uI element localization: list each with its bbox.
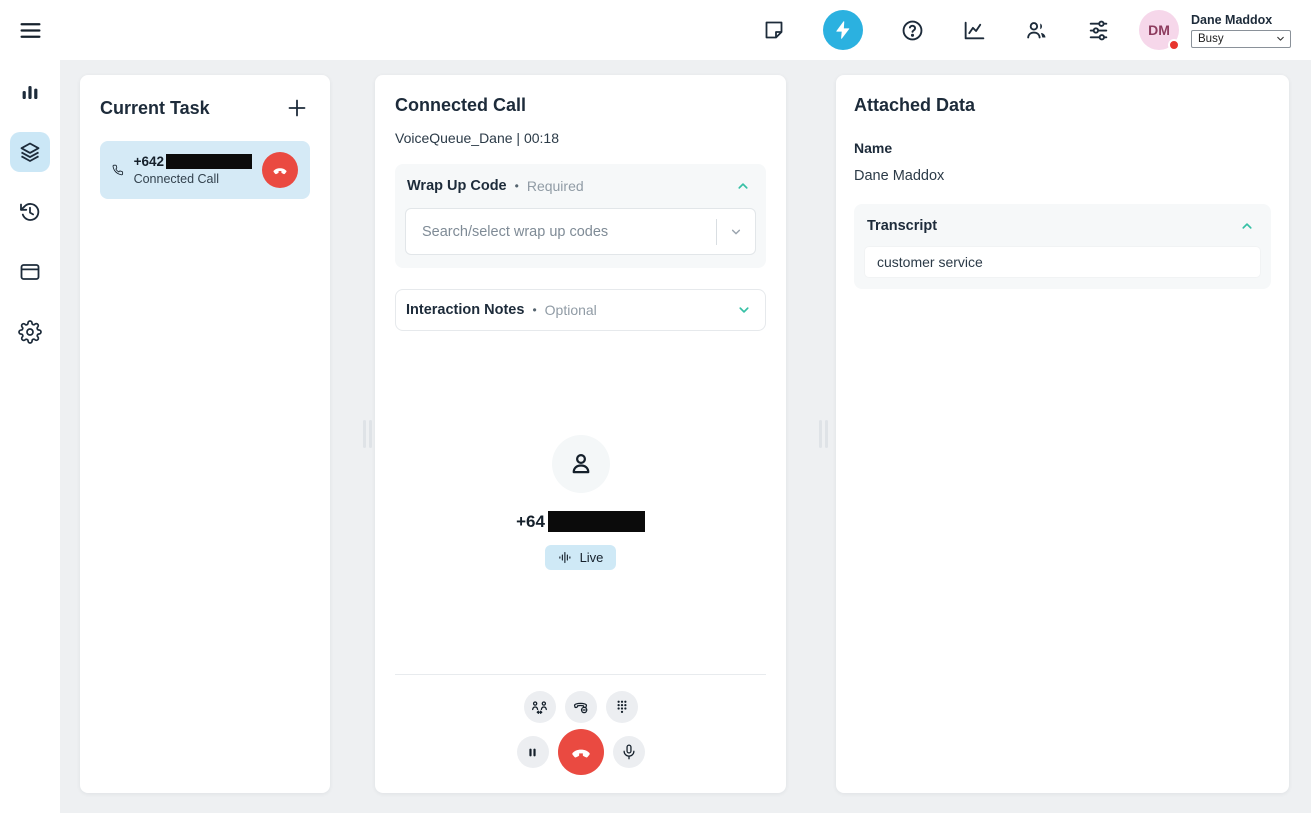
expand-notes-button[interactable] <box>733 299 755 321</box>
sidebar-item-stats[interactable] <box>10 72 50 112</box>
transcript-header[interactable]: Transcript <box>865 215 1260 237</box>
collapse-wrap-up-button[interactable] <box>732 175 754 197</box>
park-call-button[interactable] <box>564 691 597 723</box>
plus-icon <box>288 99 306 117</box>
analytics-icon[interactable] <box>961 17 987 43</box>
notes-icon[interactable] <box>761 17 787 43</box>
interaction-notes-label: Interaction Notes <box>406 302 525 318</box>
top-bar: DM Dane Maddox Busy <box>0 0 1311 60</box>
connected-call-panel: Connected Call VoiceQueue_Dane | 00:18 W… <box>375 75 786 793</box>
name-field-value: Dane Maddox <box>854 168 945 184</box>
preferences-sliders-icon[interactable] <box>1085 17 1111 43</box>
transcript-text: customer service <box>865 247 1260 277</box>
live-badge: Live <box>544 545 617 570</box>
call-controls <box>395 674 766 775</box>
panel-resize-handle[interactable] <box>363 420 372 448</box>
chevron-up-icon <box>738 183 748 189</box>
bullet-separator: • <box>514 179 519 193</box>
current-task-panel: Current Task +642 Connected Call <box>80 75 330 793</box>
hang-up-icon <box>273 168 287 175</box>
window-icon <box>20 264 40 280</box>
transfer-icon <box>532 700 547 714</box>
phone-minus-icon <box>573 702 588 713</box>
layers-icon <box>20 142 40 162</box>
live-badge-label: Live <box>579 550 604 565</box>
redacted-phone-number <box>547 511 645 532</box>
chevron-down-icon <box>1277 36 1284 41</box>
redacted-phone-number <box>166 154 252 169</box>
end-call-button[interactable] <box>557 729 604 775</box>
panel-resize-handle[interactable] <box>819 420 828 448</box>
bar-chart-icon <box>22 86 38 99</box>
wrap-up-search-input[interactable] <box>406 223 716 240</box>
attached-data-title: Attached Data <box>854 95 976 115</box>
chevron-down-icon <box>739 307 749 313</box>
wrap-up-code-label: Wrap Up Code <box>407 178 507 194</box>
end-call-mini-button[interactable] <box>262 152 298 188</box>
dialpad-icon <box>617 700 626 713</box>
dropdown-divider <box>716 218 717 245</box>
chevron-down-icon <box>731 229 741 234</box>
gear-icon <box>18 320 42 344</box>
avatar[interactable]: DM <box>1139 10 1180 51</box>
add-task-button[interactable] <box>284 95 310 121</box>
queue-and-timer: VoiceQueue_Dane | 00:18 <box>395 130 559 146</box>
wrap-up-dropdown-button[interactable] <box>717 224 755 240</box>
collapse-transcript-button[interactable] <box>1236 215 1258 237</box>
chevron-up-icon <box>1242 223 1252 229</box>
help-icon[interactable] <box>899 17 925 43</box>
task-status-label: Connected Call <box>133 172 220 186</box>
user-block: DM Dane Maddox Busy <box>1139 10 1291 51</box>
name-field-label: Name <box>854 140 893 156</box>
sidebar-item-tasks-active[interactable] <box>10 132 50 172</box>
hold-call-button[interactable] <box>516 736 549 768</box>
task-phone-prefix: +642 <box>133 154 164 169</box>
current-task-title: Current Task <box>100 97 210 118</box>
wrap-up-search-row <box>405 208 756 255</box>
wrap-up-required-label: Required <box>526 178 584 194</box>
busy-status-dot <box>1168 39 1180 51</box>
sidebar-item-browser[interactable] <box>10 252 50 292</box>
caller-info-area: +64 Live <box>395 331 766 674</box>
connected-call-title: Connected Call <box>395 95 527 115</box>
transcript-section: Transcript customer service <box>854 204 1271 289</box>
hang-up-icon <box>571 749 590 758</box>
mute-button[interactable] <box>612 736 645 768</box>
person-icon <box>572 454 589 474</box>
phone-icon <box>112 164 124 176</box>
status-select-value: Busy <box>1198 32 1224 45</box>
history-icon <box>20 203 40 221</box>
active-call-task-card[interactable]: +642 Connected Call <box>100 141 310 199</box>
pause-icon <box>529 748 536 756</box>
caller-phone-prefix: +64 <box>516 511 545 531</box>
notes-optional-label: Optional <box>544 302 597 318</box>
contacts-icon[interactable] <box>1023 17 1049 43</box>
sidebar-item-history[interactable] <box>10 192 50 232</box>
quick-actions-button[interactable] <box>823 10 863 50</box>
attached-data-panel: Attached Data Name Dane Maddox Transcrip… <box>836 75 1289 793</box>
transfer-call-button[interactable] <box>523 691 556 723</box>
avatar-initials: DM <box>1148 22 1170 38</box>
transcript-label: Transcript <box>867 218 938 234</box>
wrap-up-code-header[interactable]: Wrap Up Code • Required <box>405 175 756 197</box>
caller-avatar <box>551 435 610 493</box>
hamburger-menu-icon[interactable] <box>17 17 43 43</box>
interaction-notes-section[interactable]: Interaction Notes • Optional <box>395 289 766 331</box>
left-sidebar <box>0 60 60 813</box>
status-select[interactable]: Busy <box>1191 29 1291 48</box>
user-name: Dane Maddox <box>1191 12 1273 27</box>
wrap-up-code-section: Wrap Up Code • Required <box>395 164 766 268</box>
dialpad-button[interactable] <box>605 691 638 723</box>
microphone-icon <box>622 744 635 760</box>
bullet-separator: • <box>532 303 537 317</box>
sidebar-item-settings[interactable] <box>10 312 50 352</box>
waveform-icon <box>558 551 570 564</box>
